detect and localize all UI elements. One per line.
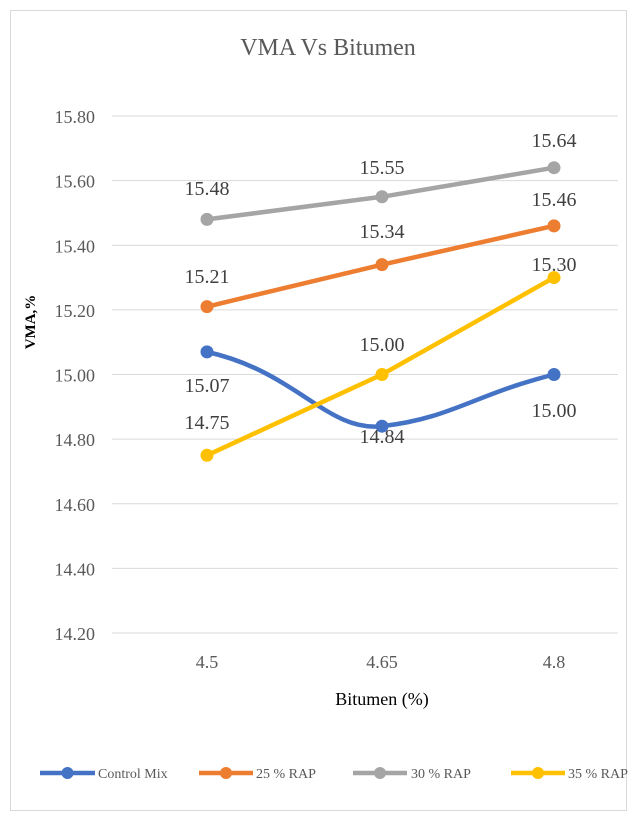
y-tick-label: 15.20: [55, 301, 96, 321]
data-label: 15.55: [360, 157, 405, 179]
series-point: [547, 368, 561, 381]
data-label: 15.00: [360, 334, 405, 356]
y-tick-label: 15.60: [55, 172, 96, 192]
legend: Control Mix 25 % RAP 30 % RAP 35 % RAP: [40, 767, 628, 782]
legend-swatch-marker: [374, 767, 386, 779]
data-label: 14.84: [360, 426, 405, 448]
series-point: [375, 258, 389, 272]
data-label: 15.34: [360, 221, 405, 243]
legend-swatch-marker: [220, 767, 232, 779]
data-label: 15.07: [185, 375, 230, 397]
y-tick-label: 14.80: [55, 430, 96, 450]
legend-entry: Control Mix: [98, 767, 168, 782]
y-tick-label: 15.40: [55, 236, 96, 256]
legend-entry: 30 % RAP: [411, 767, 471, 782]
series-point: [375, 368, 389, 381]
series-point: [375, 419, 389, 433]
data-label: 15.21: [185, 266, 230, 288]
data-label: 15.46: [532, 189, 577, 211]
x-tick-label: 4.65: [366, 652, 398, 672]
data-label: 15.64: [532, 130, 577, 152]
x-axis-label: Bitumen (%): [335, 689, 428, 710]
series-point: [200, 345, 214, 359]
y-tick-label: 14.40: [55, 559, 96, 579]
data-label: 14.75: [185, 412, 230, 434]
series-point: [547, 219, 561, 233]
y-tick-label: 14.60: [55, 495, 96, 515]
y-axis-label: VMA,%: [23, 295, 39, 350]
y-tick-labels: 14.20 14.40 14.60 14.80 15.00 15.20 15.40 15.60…: [55, 107, 96, 644]
series-line: [204, 349, 557, 429]
data-labels: 15.07 14.84 15.00 15.21 15.34 15.46 15.48 15.55…: [185, 130, 577, 448]
series-point: [200, 300, 214, 314]
x-tick-label: 4.8: [543, 652, 566, 672]
y-tick-label: 14.20: [55, 624, 96, 644]
x-tick-labels: 4.5 4.65 4.8: [196, 652, 566, 672]
data-label: 15.48: [185, 178, 230, 200]
chart-title: VMA Vs Bitumen: [240, 35, 416, 61]
x-tick-label: 4.5: [196, 652, 219, 672]
series-point: [375, 190, 389, 204]
data-label: 15.00: [532, 400, 577, 422]
legend-swatch-marker: [61, 767, 74, 779]
series-layer: [200, 161, 561, 462]
y-tick-label: 15.00: [55, 366, 96, 386]
series-point: [200, 448, 214, 462]
y-tick-label: 15.80: [55, 107, 96, 127]
legend-entry: 25 % RAP: [256, 767, 316, 782]
gridlines: [112, 115, 618, 634]
legend-swatch-marker: [532, 767, 544, 779]
series-point: [547, 161, 561, 175]
chart-frame: [10, 10, 627, 811]
data-label: 15.30: [532, 254, 577, 276]
legend-entry: 35 % RAP: [568, 767, 628, 782]
series-point: [200, 212, 214, 226]
series-point: [547, 271, 561, 285]
